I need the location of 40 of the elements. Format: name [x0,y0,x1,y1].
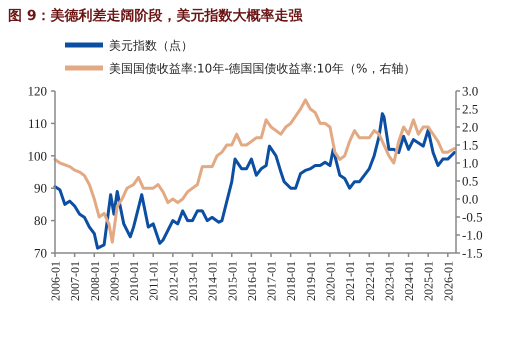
legend-label: 美元指数（点） [109,38,193,52]
x-tick-label: 2023-01 [382,261,396,301]
x-tick-label: 2021-01 [343,261,358,301]
y-tick-label: 70 [34,246,47,260]
y2-tick-label: 2.0 [462,120,478,134]
x-tick-label: 2010-01 [127,261,142,301]
y2-tick-label: 3.0 [462,84,478,98]
x-tick-label: 2009-01 [107,261,122,301]
y-tick-label: 100 [28,148,47,164]
x-tick-label: 2006-01 [48,261,62,301]
x-tick-label: 2017-01 [264,261,279,301]
x-tick-label: 2020-01 [323,261,338,301]
x-tick-label: 2012-01 [166,261,180,301]
x-tick-label: 2026-01 [441,261,456,301]
x-tick-label: 2013-01 [186,261,200,301]
x-tick-label: 2016-01 [244,261,259,301]
y-tick-label: 110 [28,116,47,131]
x-tick-label: 2025-01 [422,261,436,301]
y2-tick-label: -0.5 [462,210,483,224]
y-tick-label: 80 [34,213,47,228]
x-tick-label: 2007-01 [68,261,82,301]
y2-tick-label: 1.0 [462,156,478,170]
x-tick-label: 2014-01 [206,261,220,301]
x-tick-label: 2022-01 [362,261,377,301]
x-tick-label: 2019-01 [304,261,318,301]
x-tick-label: 2011-01 [146,261,161,301]
legend-label: 美国国债收益率:10年-德国国债收益率:10年（%，右轴） [109,62,416,76]
y2-tick-label: -1.0 [462,228,483,242]
y2-tick-label: 0.5 [462,174,478,188]
y2-tick-label: 0.0 [462,192,478,206]
x-tick-label: 2015-01 [225,261,240,301]
x-tick-label: 2018-01 [284,261,298,301]
y-tick-label: 90 [34,180,47,196]
chart-title: 图 9：美德利差走阔阶段，美元指数大概率走强 [8,7,304,24]
y2-tick-label: -1.5 [462,246,483,260]
y2-tick-label: 2.5 [462,102,478,116]
x-tick-label: 2024-01 [402,261,416,301]
x-tick-label: 2008-01 [88,261,102,301]
y2-tick-label: 1.5 [462,138,478,152]
y-tick-label: 120 [28,84,47,98]
